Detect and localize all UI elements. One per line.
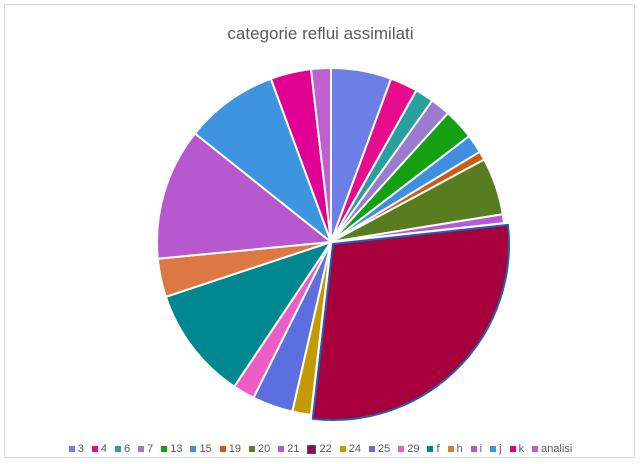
legend-item-24[interactable]: 24 xyxy=(339,443,361,455)
pie-slice-i[interactable] xyxy=(156,132,332,260)
legend-item-analisi[interactable]: analisi xyxy=(532,443,572,455)
legend-swatch xyxy=(248,446,255,452)
legend-item-13[interactable]: 13 xyxy=(161,443,182,455)
legend-item-25[interactable]: 25 xyxy=(368,443,391,455)
legend-label: 25 xyxy=(377,443,391,455)
legend-item-21[interactable]: 21 xyxy=(278,443,299,455)
legend-swatch xyxy=(161,446,168,452)
legend-label: h xyxy=(456,443,463,455)
legend-label: k xyxy=(518,443,525,455)
legend-swatch xyxy=(509,446,516,452)
legend-swatch xyxy=(447,446,454,452)
legend-swatch xyxy=(68,446,75,452)
chart-title: categorie reflui assimilati xyxy=(227,24,414,43)
legend-swatch xyxy=(307,444,317,454)
legend-label: 19 xyxy=(228,443,241,455)
legend-label: 20 xyxy=(257,443,271,455)
legend-swatch xyxy=(532,446,539,452)
legend-label: 24 xyxy=(348,443,361,455)
legend-item-4[interactable]: 4 xyxy=(91,443,107,455)
legend-label: 7 xyxy=(147,443,154,455)
legend-label: 22 xyxy=(319,443,332,455)
legend-swatch xyxy=(138,446,145,452)
legend-swatch xyxy=(427,446,434,452)
legend-item-i[interactable]: i xyxy=(470,443,483,455)
legend-label: j xyxy=(499,443,502,455)
legend-label: 6 xyxy=(123,443,131,455)
legend-swatch xyxy=(490,446,497,452)
legend-item-20[interactable]: 20 xyxy=(248,443,271,455)
legend-swatch xyxy=(114,446,121,452)
legend-label: 15 xyxy=(199,443,212,455)
legend-item-k[interactable]: k xyxy=(509,443,525,455)
legend-item-22[interactable]: 22 xyxy=(307,443,332,455)
legend-label: 4 xyxy=(100,443,107,455)
legend-item-19[interactable]: 19 xyxy=(219,443,241,455)
legend-swatch xyxy=(339,446,346,452)
legend-item-29[interactable]: 29 xyxy=(398,443,419,455)
legend-label: 29 xyxy=(407,443,420,455)
legend-label: analisi xyxy=(541,443,573,455)
legend-swatch xyxy=(278,446,285,452)
pie-slice-f[interactable] xyxy=(164,241,332,388)
legend-label: 21 xyxy=(287,443,300,455)
legend-swatch xyxy=(470,446,477,452)
legend-item-f[interactable]: f xyxy=(427,443,440,455)
legend-item-6[interactable]: 6 xyxy=(114,443,131,455)
legend-label: f xyxy=(436,443,440,455)
legend-item-3[interactable]: 3 xyxy=(68,443,84,455)
legend-swatch xyxy=(219,446,226,452)
legend-item-7[interactable]: 7 xyxy=(138,443,153,455)
legend-item-15[interactable]: 15 xyxy=(190,443,212,455)
legend-item-j[interactable]: j xyxy=(490,443,502,455)
legend-swatch xyxy=(368,446,375,452)
legend: 3 4 6 7 13 15 19 20 21 22 24 25 29 f h i j k analisi xyxy=(0,440,641,458)
pie-slice-analisi[interactable] xyxy=(309,67,332,243)
pie-slice-22[interactable] xyxy=(311,223,510,421)
legend-swatch xyxy=(91,446,98,452)
legend-label: 3 xyxy=(77,443,84,455)
legend-swatch xyxy=(190,446,197,452)
legend-swatch xyxy=(398,446,405,452)
pie-slice-j[interactable] xyxy=(193,77,332,243)
legend-label: 13 xyxy=(170,443,183,455)
legend-label: i xyxy=(479,443,483,455)
pie-slice-21[interactable] xyxy=(330,213,505,243)
legend-item-h[interactable]: h xyxy=(447,443,463,455)
